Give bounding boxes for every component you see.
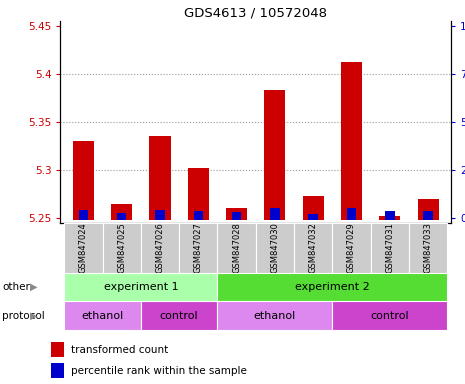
Text: GSM847033: GSM847033	[424, 222, 432, 273]
Bar	[149, 136, 171, 220]
Text: ethanol: ethanol	[81, 311, 124, 321]
Bar	[218, 273, 447, 301]
Bar	[218, 223, 256, 273]
Bar	[111, 204, 132, 220]
Text: control: control	[371, 311, 409, 321]
Text: GSM847031: GSM847031	[385, 222, 394, 273]
Bar	[347, 209, 356, 220]
Bar	[51, 363, 64, 378]
Text: ▶: ▶	[30, 282, 38, 292]
Bar	[188, 168, 209, 220]
Bar	[179, 223, 218, 273]
Text: GSM847030: GSM847030	[270, 222, 279, 273]
Bar	[79, 210, 88, 220]
Text: GSM847025: GSM847025	[117, 222, 126, 273]
Text: experiment 1: experiment 1	[104, 282, 178, 292]
Bar	[64, 223, 103, 273]
Text: GSM847032: GSM847032	[309, 222, 318, 273]
Bar	[385, 211, 394, 220]
Bar	[409, 223, 447, 273]
Bar	[232, 212, 241, 220]
Text: GSM847028: GSM847028	[232, 222, 241, 273]
Bar	[308, 214, 318, 220]
Text: other: other	[2, 282, 30, 292]
Title: GDS4613 / 10572048: GDS4613 / 10572048	[184, 7, 327, 20]
Bar	[270, 209, 279, 220]
Bar	[379, 216, 400, 220]
Bar	[341, 63, 362, 220]
Bar	[117, 213, 126, 220]
Bar	[303, 196, 324, 220]
Bar	[193, 211, 203, 220]
Bar	[294, 223, 332, 273]
Bar	[332, 301, 447, 330]
Text: ethanol: ethanol	[254, 311, 296, 321]
Bar	[332, 223, 371, 273]
Bar	[218, 301, 332, 330]
Text: GSM847026: GSM847026	[155, 222, 165, 273]
Bar	[256, 223, 294, 273]
Text: experiment 2: experiment 2	[295, 282, 370, 292]
Text: percentile rank within the sample: percentile rank within the sample	[71, 366, 246, 376]
Text: transformed count: transformed count	[71, 345, 168, 355]
Bar	[51, 342, 64, 357]
Text: GSM847029: GSM847029	[347, 222, 356, 273]
Bar	[418, 199, 438, 220]
Text: control: control	[160, 311, 199, 321]
Bar	[265, 90, 286, 220]
Text: ▶: ▶	[30, 311, 38, 321]
Bar	[155, 210, 165, 220]
Bar	[73, 141, 94, 220]
Bar	[141, 301, 218, 330]
Bar	[141, 223, 179, 273]
Bar	[423, 211, 433, 220]
Bar	[64, 301, 141, 330]
Bar	[64, 273, 218, 301]
Bar	[226, 209, 247, 220]
Text: GSM847027: GSM847027	[194, 222, 203, 273]
Bar	[103, 223, 141, 273]
Text: GSM847024: GSM847024	[79, 222, 88, 273]
Text: protocol: protocol	[2, 311, 45, 321]
Bar	[371, 223, 409, 273]
